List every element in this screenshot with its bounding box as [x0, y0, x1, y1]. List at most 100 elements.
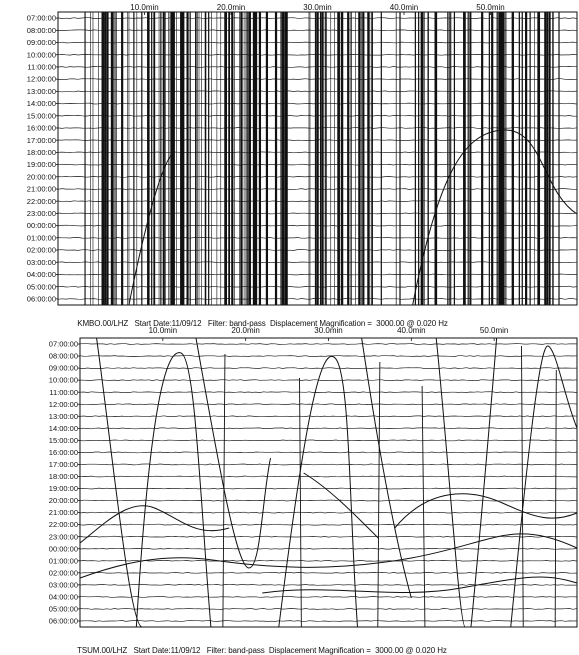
trace-row-00:00:00 [79, 547, 578, 550]
y-tick-label: 16:00:00 [27, 124, 56, 133]
trace-row-22:00:00 [79, 523, 578, 526]
y-tick-label: 05:00:00 [49, 605, 78, 614]
start-date-label: Start Date:11/09/12 [133, 646, 201, 655]
trace-row-21:00:00 [79, 511, 578, 514]
swing-trace [303, 472, 379, 539]
y-tick-label: 20:00:00 [49, 496, 78, 505]
magnification-label: Displacement Magnification = 3000.00 @ 0… [269, 319, 448, 328]
y-tick-label: 23:00:00 [27, 209, 56, 218]
magnification-label: Displacement Magnification = 3000.00 @ 0… [268, 646, 447, 655]
spike-line [554, 369, 557, 628]
trace-row-07:00:00 [79, 343, 577, 345]
spike-line [299, 377, 302, 628]
trace-row-04:00:00 [79, 596, 578, 598]
y-tick-label: 17:00:00 [49, 460, 78, 469]
trace-row-23:00:00 [79, 535, 578, 538]
plot-frame [79, 337, 578, 628]
y-tick-label: 06:00:00 [27, 294, 56, 303]
trace-row-16:00:00 [79, 451, 578, 454]
swing-trace [135, 352, 212, 628]
y-tick-label: 02:00:00 [49, 568, 78, 577]
swell-trace [412, 129, 578, 306]
y-tick-label: 21:00:00 [27, 185, 56, 194]
x-tick-label: 20.0min [217, 3, 245, 12]
spike-line [377, 361, 381, 628]
swing-trace [435, 337, 466, 628]
x-tick-label: 30.0min [314, 326, 342, 335]
filter-label: Filter: band-pass [206, 646, 265, 655]
x-tick-label: 50.0min [480, 326, 508, 335]
y-tick-label: 08:00:00 [27, 26, 56, 35]
y-tick-label: 16:00:00 [49, 448, 78, 457]
filter-label: Filter: band-pass [207, 319, 266, 328]
swing-trace [361, 337, 412, 599]
y-tick-label: 11:00:00 [49, 388, 78, 397]
y-tick-label: 12:00:00 [49, 400, 78, 409]
y-tick-label: 12:00:00 [27, 75, 56, 84]
y-tick-label: 10:00:00 [27, 50, 56, 59]
trace-row-17:00:00 [79, 463, 577, 466]
y-tick-label: 10:00:00 [49, 376, 78, 385]
swing-trace [394, 493, 578, 529]
swell-trace [128, 151, 175, 306]
y-tick-label: 07:00:00 [27, 14, 56, 23]
helicorder-panel-kmbo: 10.0min 20.0min 30.0min 40.0min 50.0min 07:00… [27, 3, 578, 306]
y-tick-label: 22:00:00 [27, 197, 56, 206]
x-tick-label: 40.0min [397, 326, 425, 335]
y-tick-label: 14:00:00 [27, 99, 56, 108]
trace-row-15:00:00 [79, 439, 578, 442]
trace-row-13:00:00 [79, 415, 578, 418]
x-tick-label: 30.0min [303, 3, 331, 12]
swing-trace [278, 355, 358, 628]
trace-row-03:00:00 [79, 584, 577, 586]
y-tick-label: 15:00:00 [27, 111, 56, 120]
y-tick-label: 13:00:00 [49, 412, 78, 421]
swing-trace [96, 337, 143, 628]
trace-row-05:00:00 [79, 608, 578, 610]
trace-row-01:00:00 [79, 559, 578, 562]
y-tick-label: 18:00:00 [27, 148, 56, 157]
y-tick-label: 00:00:00 [27, 221, 56, 230]
y-tick-label: 19:00:00 [27, 160, 56, 169]
spike-line [521, 345, 524, 628]
station-label: KMBO.00/LHZ [77, 319, 129, 328]
caption-kmbo: KMBO.00/LHZ Start Date:11/09/12 Filter: … [73, 310, 448, 328]
start-date-label: Start Date:11/09/12 [134, 319, 202, 328]
trace-row-02:00:00 [79, 572, 578, 574]
swing-trace [510, 345, 578, 628]
y-tick-label: 20:00:00 [27, 172, 56, 181]
y-tick-label: 13:00:00 [27, 87, 56, 96]
station-label: TSUM.00/LHZ [77, 646, 128, 655]
y-tick-label: 01:00:00 [49, 556, 78, 565]
spike-line [222, 353, 226, 628]
y-tick-label: 14:00:00 [49, 424, 78, 433]
y-tick-label: 18:00:00 [49, 472, 78, 481]
x-tick-label: 50.0min [476, 3, 504, 12]
y-tick-label: 15:00:00 [49, 436, 78, 445]
y-tick-label: 04:00:00 [27, 270, 56, 279]
y-tick-label: 22:00:00 [49, 520, 78, 529]
y-tick-label: 03:00:00 [27, 258, 56, 267]
trace-row-06:00:00 [79, 620, 578, 622]
trace-row-11:00:00 [79, 391, 578, 393]
y-tick-label: 21:00:00 [49, 508, 78, 517]
y-tick-label: 19:00:00 [49, 484, 78, 493]
y-tick-label: 23:00:00 [49, 532, 78, 541]
trace-row-20:00:00 [79, 499, 578, 502]
y-tick-label: 07:00:00 [49, 340, 78, 349]
y-tick-label: 02:00:00 [27, 246, 56, 255]
trace-row-18:00:00 [79, 475, 577, 478]
y-tick-label: 04:00:00 [49, 592, 78, 601]
y-tick-label: 00:00:00 [49, 544, 78, 553]
helicorder-panel-tsum: 10.0min 20.0min 30.0min 40.0min 50.0min 07:00… [49, 326, 578, 628]
trace-row-14:00:00 [79, 427, 578, 430]
y-tick-label: 01:00:00 [27, 233, 56, 242]
spike-line [421, 385, 426, 628]
y-tick-label: 08:00:00 [49, 352, 78, 361]
y-tick-label: 03:00:00 [49, 580, 78, 589]
swing-trace [195, 337, 272, 569]
x-tick-label: 40.0min [390, 3, 418, 12]
x-tick-label: 20.0min [231, 326, 259, 335]
caption-tsum: TSUM.00/LHZ Start Date:11/09/12 Filter: … [73, 637, 447, 655]
